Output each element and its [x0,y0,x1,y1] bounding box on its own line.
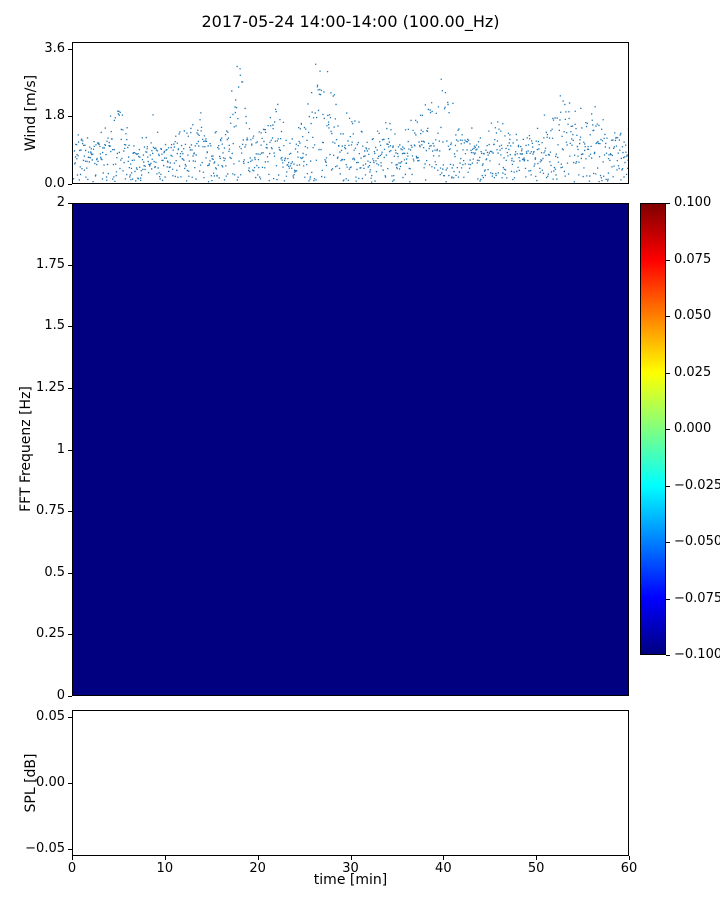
tick-mark [666,655,670,656]
wind-scatter-plot [72,42,629,184]
colorbar-tick-label: 0.050 [674,308,712,323]
y-tick-label: 0.00 [36,775,65,790]
x-tick-label: 50 [527,861,545,876]
x-tick-label: 10 [156,861,174,876]
tick-mark [350,856,352,860]
y-tick-label: 0.25 [36,626,65,642]
colorbar [640,203,666,655]
tick-mark [666,542,670,543]
tick-mark [68,572,72,574]
tick-mark [666,598,670,600]
tick-mark [68,203,72,204]
y-tick-label: 1.25 [36,379,65,395]
y-tick-label: 0.0 [44,176,65,191]
fft-y-axis-label: FFT Frequenz [Hz] [18,386,34,512]
y-tick-label: −0.05 [25,840,65,856]
wind-y-axis-label: Wind [m/s] [23,74,39,152]
y-tick-label: 0.05 [36,709,65,725]
tick-mark [68,783,72,784]
x-tick-label: 60 [620,861,638,876]
tick-mark [666,316,670,317]
x-axis-label: time [min] [313,872,388,888]
colorbar-tick-label: −0.100 [674,647,720,662]
y-tick-label: 0.5 [44,564,65,580]
tick-mark [257,856,259,860]
colorbar-tick-label: 0.000 [674,421,712,436]
tick-mark [68,48,72,50]
wind-scatter-points [73,63,628,183]
tick-mark [68,717,72,719]
colorbar-tick-label: −0.025 [674,477,720,493]
tick-mark [68,387,72,389]
tick-mark [443,856,445,860]
y-tick-label: 0.75 [36,503,65,519]
y-tick-label: 0 [56,688,65,703]
colorbar-tick-label: 0.025 [674,364,712,380]
y-tick-label: 1.75 [36,256,65,272]
y-tick-label: 3.6 [44,40,65,56]
wind-scatter-canvas [73,63,628,183]
tick-mark [536,856,538,860]
colorbar-tick-label: −0.050 [674,534,720,549]
y-tick-label: 1.5 [44,318,65,334]
y-tick-label: 1 [56,441,65,457]
tick-mark [666,429,670,430]
spl-plot [72,710,629,856]
y-tick-label: 1.8 [44,108,65,124]
tick-mark [68,326,72,328]
tick-mark [629,856,630,860]
tick-mark [68,634,72,636]
plot-title: 2017-05-24 14:00-14:00 (100.00_Hz) [201,12,500,31]
tick-mark [68,116,72,118]
tick-mark [68,511,72,513]
tick-mark [164,856,166,860]
tick-mark [68,696,72,697]
tick-mark [68,184,72,185]
x-tick-label: 40 [435,861,452,876]
tick-mark [666,372,670,374]
colorbar-tick-label: −0.075 [674,590,720,606]
tick-mark [68,264,72,266]
colorbar-tick-label: 0.100 [674,195,712,210]
tick-mark [666,485,670,487]
y-tick-label: 2 [56,195,65,210]
tick-mark [68,848,72,850]
tick-mark [72,856,73,860]
fft-heatmap-plot [72,203,629,696]
tick-mark [666,203,670,204]
x-tick-label: 0 [67,861,77,876]
colorbar-tick-label: 0.075 [674,251,712,267]
tick-mark [666,259,670,261]
x-tick-label: 30 [342,861,359,876]
tick-mark [68,449,72,451]
x-tick-label: 20 [249,861,266,876]
